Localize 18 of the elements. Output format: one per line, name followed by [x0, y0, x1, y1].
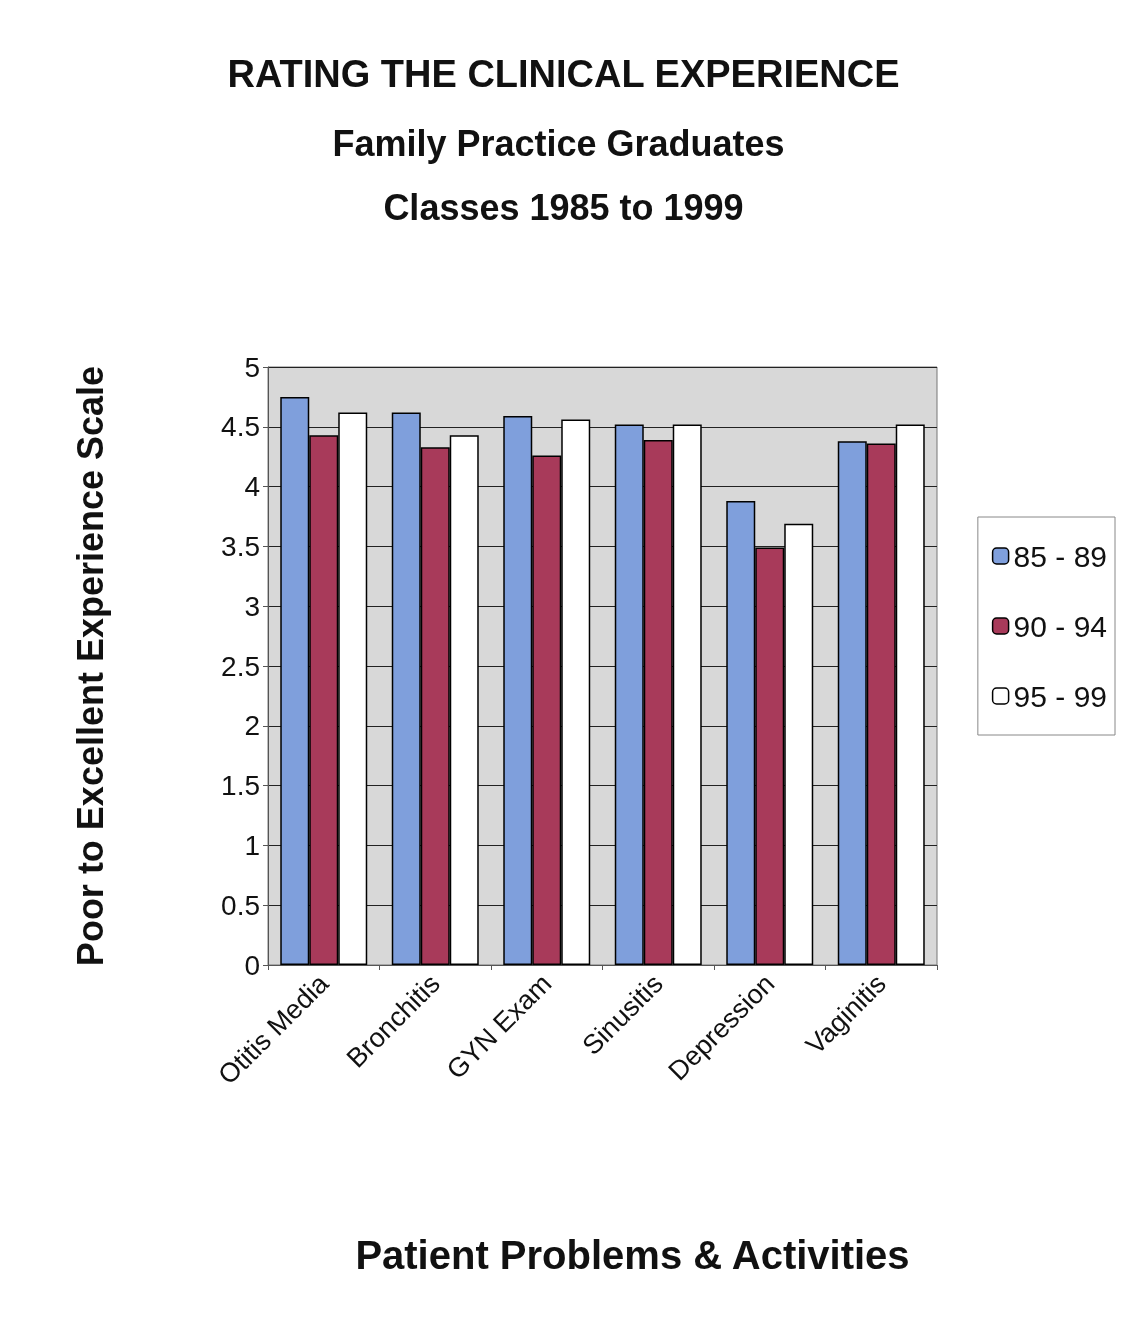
- legend-label: 95 - 99: [1013, 679, 1108, 713]
- y-tick-label: 4.5: [221, 411, 260, 443]
- y-tick-label: 3: [244, 590, 260, 622]
- legend-label: 85 - 89: [1013, 539, 1108, 573]
- y-tick-label: 4: [244, 471, 260, 503]
- y-tick-label: 0.5: [221, 889, 260, 921]
- chart-subtitle: Family Practice Graduates Classes 1985 to 1999: [332, 122, 795, 228]
- chart-title: RATING THE CLINICAL EXPERIENCE: [227, 53, 900, 95]
- y-tick-label: 3.5: [221, 530, 260, 562]
- y-tick-label: 2: [244, 710, 260, 742]
- x-axis-title: Patient Problems & Activities: [355, 1233, 910, 1277]
- legend-label: 90 - 94: [1013, 609, 1108, 643]
- y-tick-label: 1.5: [221, 770, 260, 802]
- y-tick-label: 5: [244, 351, 260, 383]
- y-tick-label: 2.5: [221, 650, 260, 682]
- y-tick-label: 0: [244, 949, 260, 981]
- y-tick-label: 1: [244, 829, 260, 861]
- y-axis-title: Poor to Excellent Experience Scale: [69, 365, 111, 967]
